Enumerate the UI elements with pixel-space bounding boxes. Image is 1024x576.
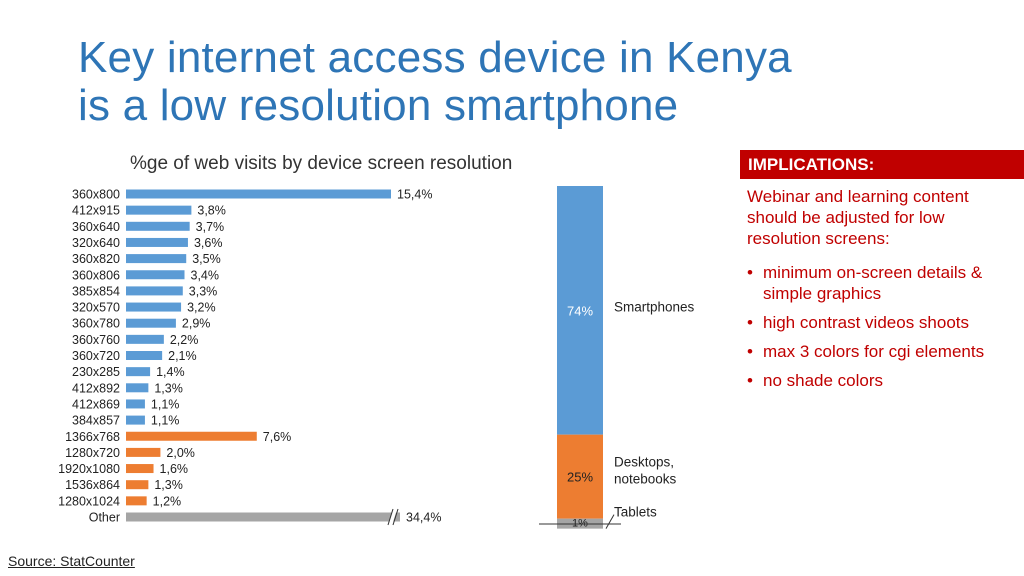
stack-segment (557, 186, 603, 435)
segment-value-label: 74% (567, 303, 593, 318)
bar-smartphone (126, 286, 183, 296)
axis-break-mark (387, 508, 394, 526)
bar-desktop (126, 431, 257, 441)
tablet-leader-line (605, 514, 615, 529)
category-label: 230x285 (72, 365, 120, 379)
bar-smartphone (126, 189, 391, 199)
category-label: 360x780 (72, 317, 120, 331)
implication-item: max 3 colors for cgi elements (747, 341, 1024, 362)
implication-item: no shade colors (747, 370, 1024, 391)
category-label: 360x806 (72, 268, 120, 282)
value-label: 1,1% (151, 414, 180, 428)
value-label: 1,2% (153, 494, 182, 508)
bar-smartphone (126, 205, 192, 215)
category-label: 1366x768 (65, 430, 120, 444)
implications-list: minimum on-screen details & simple graph… (747, 262, 1024, 399)
value-label: 3,2% (187, 301, 216, 315)
stack-segment (557, 434, 603, 519)
category-label: Other (89, 511, 120, 525)
bar-smartphone (126, 383, 149, 393)
value-label: 3,8% (197, 204, 226, 218)
bar-smartphone (126, 415, 145, 425)
category-label: 1280x720 (65, 446, 120, 460)
category-label: 412x892 (72, 381, 120, 395)
category-label: 412x915 (72, 204, 120, 218)
value-label: 2,0% (166, 446, 195, 460)
value-label: 34,4% (406, 511, 441, 525)
segment-name-label: Tablets (614, 505, 657, 520)
axis-break-mark (392, 508, 399, 526)
category-label: 1280x1024 (58, 494, 120, 508)
value-label: 1,1% (151, 397, 180, 411)
bar-desktop (126, 464, 154, 474)
bar-smartphone (126, 351, 163, 360)
value-label: 7,6% (263, 430, 292, 444)
value-label: 3,6% (194, 236, 223, 250)
bar-smartphone (126, 270, 185, 280)
bar-smartphone (126, 318, 176, 328)
segment-name-label: notebooks (614, 472, 677, 487)
value-label: 3,4% (191, 268, 220, 282)
bar-smartphone (126, 334, 164, 344)
slide-title-line-2: is a low resolution smartphone (78, 81, 679, 130)
slide-title-line-1: Key internet access device in Kenya (78, 33, 792, 82)
resolution-bar-chart: 360x800 15,4% 412x915 3,8% 360x640 3,7% 320x64… (58, 188, 441, 526)
value-label: 3,3% (189, 284, 218, 298)
value-label: 1,3% (154, 478, 183, 492)
value-label: 15,4% (397, 188, 432, 202)
category-label: 360x760 (72, 333, 120, 347)
bar-desktop (126, 496, 147, 506)
category-label: 385x854 (72, 284, 120, 298)
value-label: 2,2% (170, 333, 199, 347)
bar-smartphone (126, 302, 182, 312)
category-label: 360x820 (72, 252, 120, 266)
category-label: 360x720 (72, 349, 120, 363)
axis-break-gap (388, 508, 397, 526)
category-label: 1920x1080 (58, 462, 120, 476)
implication-item: high contrast videos shoots (747, 312, 1024, 333)
implications-intro: Webinar and learning content should be a… (747, 187, 969, 248)
bar-desktop (126, 480, 149, 490)
value-label: 1,6% (160, 462, 189, 476)
bar-desktop (126, 447, 161, 457)
implication-item: minimum on-screen details & simple graph… (747, 262, 1024, 304)
category-label: 320x640 (72, 236, 120, 250)
value-label: 3,7% (196, 220, 225, 234)
bar-other (126, 512, 400, 522)
bar-smartphone (126, 221, 190, 231)
bar-smartphone (126, 399, 145, 409)
device-stacked-bar-chart: 74% Smartphones25%Desktops,notebooks1%Tab… (539, 186, 695, 530)
value-label: 1,3% (154, 381, 183, 395)
category-label: 1536x864 (65, 478, 120, 492)
category-label: 320x570 (72, 301, 120, 315)
category-label: 360x800 (72, 188, 120, 202)
chart-title: %ge of web visits by device screen resol… (130, 153, 513, 174)
value-label: 3,5% (192, 252, 221, 266)
category-label: 412x869 (72, 397, 120, 411)
value-label: 1,4% (156, 365, 185, 379)
bar-smartphone (126, 254, 187, 264)
segment-name-label: Smartphones (614, 299, 695, 314)
source-link[interactable]: Source: StatCounter (8, 553, 135, 569)
segment-value-label: 25% (567, 470, 593, 485)
value-label: 2,9% (182, 317, 211, 331)
category-label: 384x857 (72, 414, 120, 428)
slide-title: Key internet access device in Kenya is a… (78, 34, 978, 130)
bar-smartphone (126, 367, 151, 377)
segment-name-label: Desktops, (614, 455, 674, 470)
value-label: 2,1% (168, 349, 197, 363)
category-label: 360x640 (72, 220, 120, 234)
bar-smartphone (126, 237, 188, 247)
implications-header: IMPLICATIONS: (740, 150, 1024, 179)
